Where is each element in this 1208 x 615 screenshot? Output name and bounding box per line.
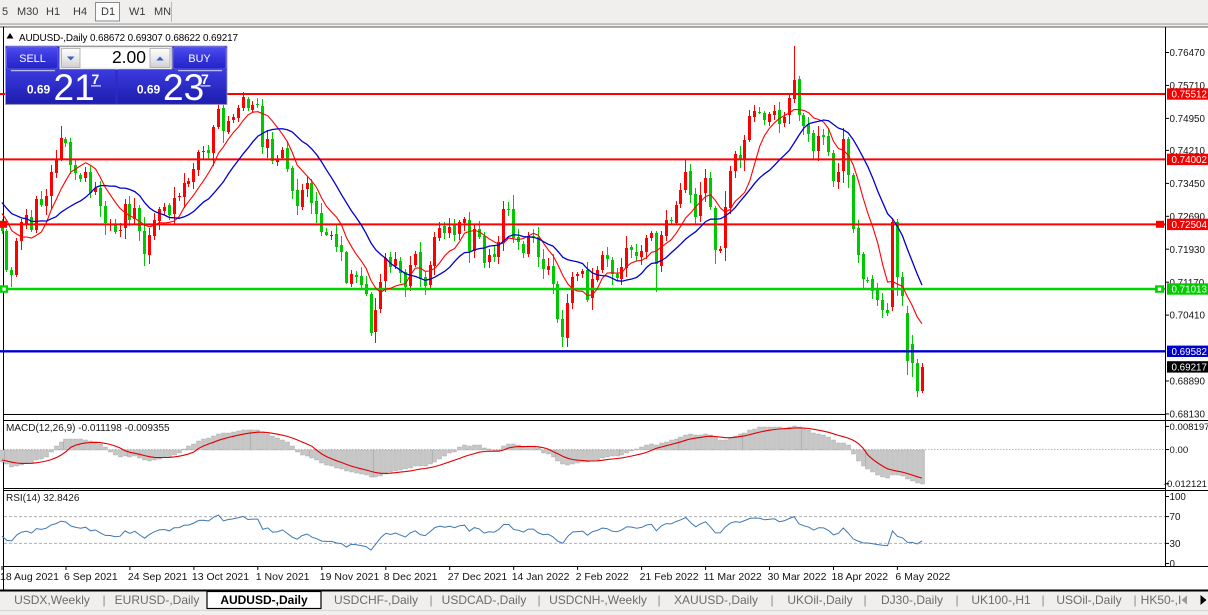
svg-text:SELL: SELL — [19, 53, 45, 65]
svg-text:0.69217: 0.69217 — [1172, 363, 1207, 374]
svg-text:USDX,Weekly: USDX,Weekly — [14, 593, 90, 607]
svg-text:|: | — [537, 593, 540, 607]
svg-text:23: 23 — [163, 67, 204, 108]
svg-text:0.00: 0.00 — [1170, 445, 1189, 456]
svg-text:USDCAD-,Daily: USDCAD-,Daily — [442, 593, 527, 607]
svg-text:|: | — [863, 593, 866, 607]
svg-text:0: 0 — [1170, 559, 1176, 570]
svg-text:0.76470: 0.76470 — [1170, 48, 1206, 59]
svg-text:24 Sep 2021: 24 Sep 2021 — [128, 571, 188, 583]
svg-text:5: 5 — [2, 6, 8, 18]
svg-text:0.75710: 0.75710 — [1170, 81, 1206, 92]
svg-text:-0.012121: -0.012121 — [1164, 479, 1207, 490]
svg-text:EURUSD-,Daily: EURUSD-,Daily — [115, 593, 200, 607]
svg-text:UKOil-,Daily: UKOil-,Daily — [787, 593, 852, 607]
svg-text:11 Mar 2022: 11 Mar 2022 — [704, 571, 762, 583]
svg-text:7: 7 — [92, 71, 100, 87]
svg-text:USOil-,Daily: USOil-,Daily — [1056, 593, 1121, 607]
svg-text:0.72504: 0.72504 — [1172, 220, 1208, 231]
svg-text:BUY: BUY — [188, 53, 210, 65]
svg-text:2 Feb 2022: 2 Feb 2022 — [576, 571, 629, 583]
svg-text:|: | — [657, 593, 660, 607]
svg-text:0.70410: 0.70410 — [1170, 311, 1206, 322]
svg-text:|: | — [429, 593, 432, 607]
svg-text:W1: W1 — [129, 6, 146, 18]
svg-text:7: 7 — [201, 71, 209, 87]
svg-text:0.68890: 0.68890 — [1170, 377, 1206, 388]
svg-text:D1: D1 — [101, 6, 115, 18]
svg-text:8 Dec 2021: 8 Dec 2021 — [384, 571, 438, 583]
svg-text:0.75512: 0.75512 — [1172, 90, 1207, 101]
svg-text:0.74950: 0.74950 — [1170, 114, 1206, 125]
svg-text:0.69: 0.69 — [137, 83, 161, 97]
svg-text:0.69: 0.69 — [27, 83, 51, 97]
svg-text:70: 70 — [1170, 512, 1181, 523]
svg-text:30: 30 — [1170, 539, 1181, 550]
svg-text:|: | — [770, 593, 773, 607]
svg-text:1 Nov 2021: 1 Nov 2021 — [256, 571, 310, 583]
svg-text:18 Aug 2021: 18 Aug 2021 — [0, 571, 59, 583]
svg-text:RSI(14) 32.8426: RSI(14) 32.8426 — [6, 493, 80, 504]
svg-text:XAUUSD-,Daily: XAUUSD-,Daily — [674, 593, 758, 607]
svg-text:MN: MN — [154, 6, 171, 18]
svg-text:|: | — [1133, 593, 1136, 607]
svg-text:0.73450: 0.73450 — [1170, 179, 1206, 190]
svg-text:100: 100 — [1170, 492, 1187, 503]
svg-text:13 Oct 2021: 13 Oct 2021 — [192, 571, 249, 583]
svg-text:AUDUSD-,Daily 0.68672 0.69307: AUDUSD-,Daily 0.68672 0.69307 0.68622 0.… — [19, 33, 238, 44]
svg-text:6 Sep 2021: 6 Sep 2021 — [64, 571, 118, 583]
svg-text:0.008197: 0.008197 — [1170, 422, 1208, 433]
svg-text:14 Jan 2022: 14 Jan 2022 — [512, 571, 570, 583]
svg-text:DJ30-,Daily: DJ30-,Daily — [881, 593, 943, 607]
svg-text:0.71930: 0.71930 — [1170, 245, 1206, 256]
svg-text:30 Mar 2022: 30 Mar 2022 — [768, 571, 827, 583]
svg-text:21: 21 — [54, 67, 95, 108]
svg-text:0.68130: 0.68130 — [1170, 410, 1206, 421]
svg-text:27 Dec 2021: 27 Dec 2021 — [448, 571, 508, 583]
svg-text:HK50-,I: HK50-,I — [1141, 593, 1182, 607]
svg-text:|: | — [1041, 593, 1044, 607]
svg-text:18 Apr 2022: 18 Apr 2022 — [832, 571, 889, 583]
svg-text:UK100-,H1: UK100-,H1 — [971, 593, 1031, 607]
svg-text:AUDUSD-,Daily: AUDUSD-,Daily — [220, 593, 308, 607]
svg-text:19 Nov 2021: 19 Nov 2021 — [320, 571, 380, 583]
svg-text:|: | — [102, 593, 105, 607]
svg-text:0.74002: 0.74002 — [1172, 155, 1207, 166]
svg-text:0.72690: 0.72690 — [1170, 212, 1206, 223]
svg-text:0.71013: 0.71013 — [1172, 285, 1208, 296]
svg-text:H4: H4 — [73, 6, 87, 18]
svg-text:2.00: 2.00 — [112, 47, 146, 67]
svg-text:0.74210: 0.74210 — [1170, 146, 1206, 157]
svg-text:21 Feb 2022: 21 Feb 2022 — [640, 571, 699, 583]
svg-text:6 May 2022: 6 May 2022 — [895, 571, 950, 583]
svg-text:USDCNH-,Weekly: USDCNH-,Weekly — [549, 593, 647, 607]
svg-text:M30: M30 — [17, 6, 38, 18]
svg-text:0.69582: 0.69582 — [1172, 347, 1207, 358]
svg-text:MACD(12,26,9) -0.011198 -0.009: MACD(12,26,9) -0.011198 -0.009355 — [6, 423, 170, 434]
svg-text:H1: H1 — [46, 6, 60, 18]
svg-text:|: | — [955, 593, 958, 607]
svg-text:USDCHF-,Daily: USDCHF-,Daily — [334, 593, 418, 607]
